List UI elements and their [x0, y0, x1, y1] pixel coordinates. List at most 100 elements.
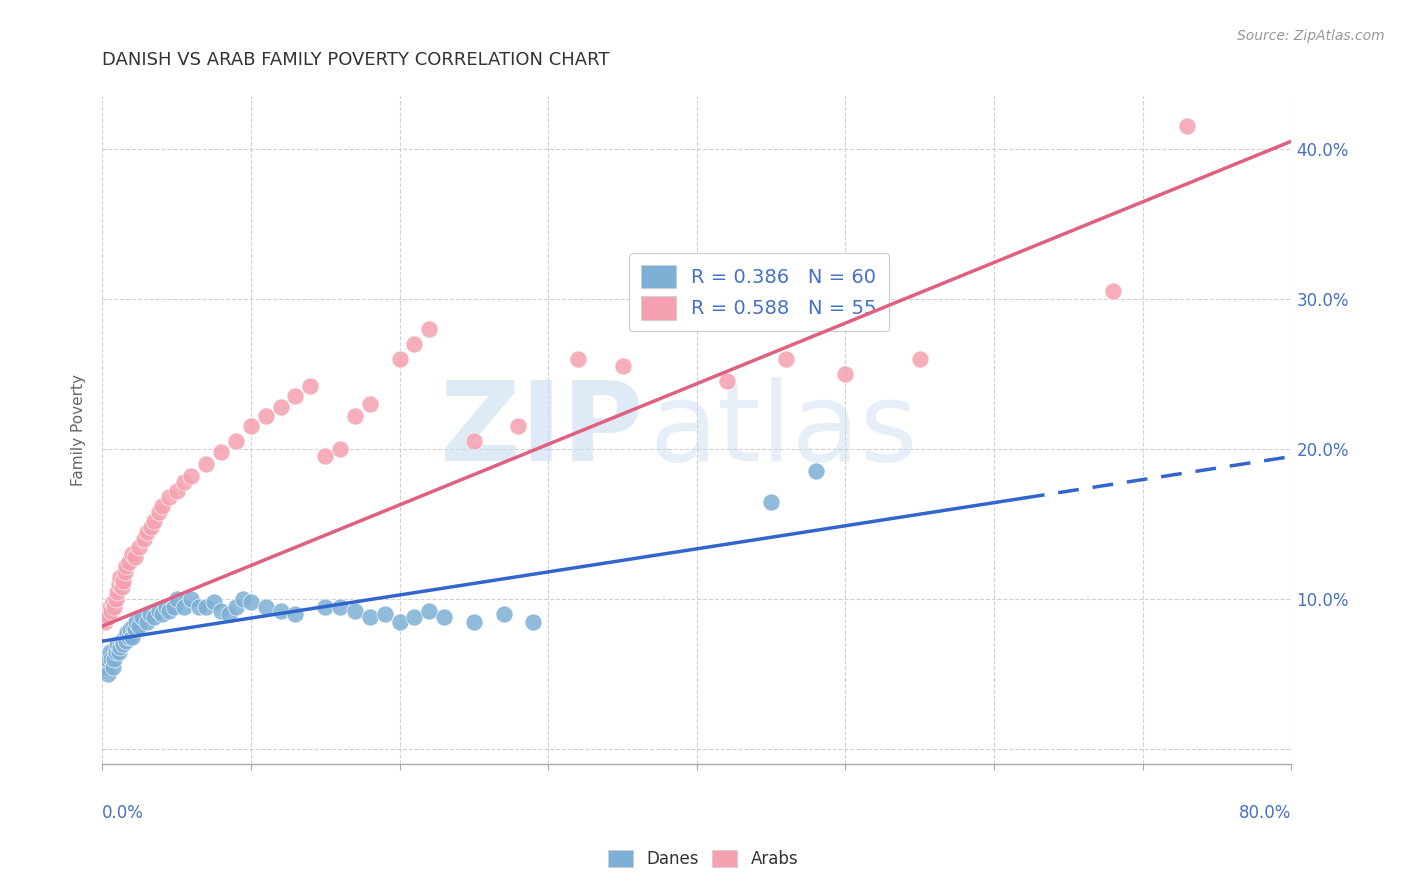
Point — [122, 619, 145, 633]
Point — [132, 532, 155, 546]
Point — [374, 607, 396, 621]
Point — [114, 630, 136, 644]
Point — [612, 359, 634, 374]
Point — [225, 599, 247, 614]
Point — [143, 514, 166, 528]
Point — [343, 409, 366, 423]
Point — [418, 322, 440, 336]
Point — [103, 652, 125, 666]
Point — [314, 450, 336, 464]
Point — [105, 637, 128, 651]
Point — [120, 622, 142, 636]
Point — [508, 419, 530, 434]
Point — [173, 475, 195, 489]
Point — [239, 595, 262, 609]
Text: DANISH VS ARAB FAMILY POVERTY CORRELATION CHART: DANISH VS ARAB FAMILY POVERTY CORRELATIO… — [103, 52, 610, 70]
Point — [111, 574, 134, 588]
Point — [157, 490, 180, 504]
Point — [100, 652, 122, 666]
Point — [107, 577, 129, 591]
Point — [209, 445, 232, 459]
Point — [232, 592, 254, 607]
Point — [195, 599, 218, 614]
Point — [94, 659, 117, 673]
Point — [759, 494, 782, 508]
Point — [433, 610, 456, 624]
Point — [299, 379, 322, 393]
Point — [108, 640, 131, 655]
Point — [110, 634, 132, 648]
Point — [314, 599, 336, 614]
Point — [388, 351, 411, 366]
Point — [463, 615, 485, 629]
Point — [100, 604, 122, 618]
Point — [148, 505, 170, 519]
Legend: R = 0.386   N = 60, R = 0.588   N = 55: R = 0.386 N = 60, R = 0.588 N = 55 — [630, 252, 889, 332]
Point — [359, 610, 381, 624]
Point — [388, 615, 411, 629]
Point — [104, 592, 127, 607]
Point — [359, 397, 381, 411]
Point — [492, 607, 515, 621]
Point — [118, 630, 141, 644]
Point — [124, 550, 146, 565]
Text: 0.0%: 0.0% — [103, 805, 143, 822]
Point — [121, 547, 143, 561]
Text: atlas: atlas — [650, 376, 918, 483]
Point — [108, 569, 131, 583]
Point — [195, 457, 218, 471]
Point — [101, 595, 124, 609]
Point — [418, 604, 440, 618]
Point — [110, 580, 132, 594]
Point — [118, 555, 141, 569]
Point — [101, 659, 124, 673]
Point — [834, 367, 856, 381]
Point — [567, 351, 589, 366]
Point — [270, 400, 292, 414]
Point — [117, 625, 139, 640]
Point — [404, 337, 426, 351]
Point — [329, 599, 352, 614]
Point — [96, 607, 118, 621]
Point — [343, 604, 366, 618]
Point — [239, 419, 262, 434]
Point — [329, 442, 352, 456]
Point — [150, 499, 173, 513]
Point — [111, 637, 134, 651]
Point — [128, 540, 150, 554]
Point — [157, 604, 180, 618]
Point — [1177, 119, 1199, 133]
Point — [166, 483, 188, 498]
Point — [804, 465, 827, 479]
Text: ZIP: ZIP — [440, 376, 644, 483]
Point — [284, 607, 307, 621]
Point — [155, 599, 177, 614]
Point — [150, 607, 173, 621]
Point — [166, 592, 188, 607]
Point — [114, 565, 136, 579]
Point — [209, 604, 232, 618]
Point — [180, 469, 202, 483]
Point — [135, 524, 157, 539]
Point — [162, 599, 184, 614]
Point — [218, 607, 240, 621]
Point — [98, 599, 121, 614]
Point — [139, 607, 162, 621]
Point — [180, 592, 202, 607]
Legend: Danes, Arabs: Danes, Arabs — [602, 843, 804, 875]
Point — [125, 615, 148, 629]
Point — [173, 599, 195, 614]
Point — [148, 604, 170, 618]
Point — [1102, 285, 1125, 299]
Point — [103, 599, 125, 614]
Point — [775, 351, 797, 366]
Point — [522, 615, 544, 629]
Point — [135, 615, 157, 629]
Point — [254, 599, 277, 614]
Point — [131, 610, 153, 624]
Point — [97, 667, 120, 681]
Point — [284, 389, 307, 403]
Point — [716, 375, 738, 389]
Point — [105, 584, 128, 599]
Point — [115, 634, 138, 648]
